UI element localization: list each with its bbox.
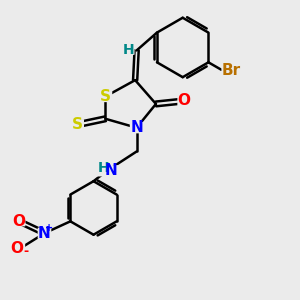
FancyBboxPatch shape xyxy=(130,122,143,134)
FancyBboxPatch shape xyxy=(221,65,240,76)
FancyBboxPatch shape xyxy=(9,243,25,253)
FancyBboxPatch shape xyxy=(96,165,118,176)
Text: H: H xyxy=(122,43,134,57)
Text: O: O xyxy=(13,214,26,229)
FancyBboxPatch shape xyxy=(38,228,51,239)
FancyBboxPatch shape xyxy=(99,91,112,102)
FancyBboxPatch shape xyxy=(13,216,26,226)
Text: Br: Br xyxy=(221,63,241,78)
Text: -: - xyxy=(23,245,28,258)
FancyBboxPatch shape xyxy=(122,45,134,55)
FancyBboxPatch shape xyxy=(177,95,191,106)
Text: N: N xyxy=(105,163,118,178)
Text: S: S xyxy=(72,117,83,132)
FancyBboxPatch shape xyxy=(70,119,84,130)
Text: N: N xyxy=(38,226,51,241)
Text: H: H xyxy=(98,161,109,176)
Text: +: + xyxy=(46,223,54,233)
Text: O: O xyxy=(178,94,191,109)
Text: S: S xyxy=(100,89,111,104)
Text: O: O xyxy=(11,241,24,256)
Text: N: N xyxy=(130,120,143,135)
